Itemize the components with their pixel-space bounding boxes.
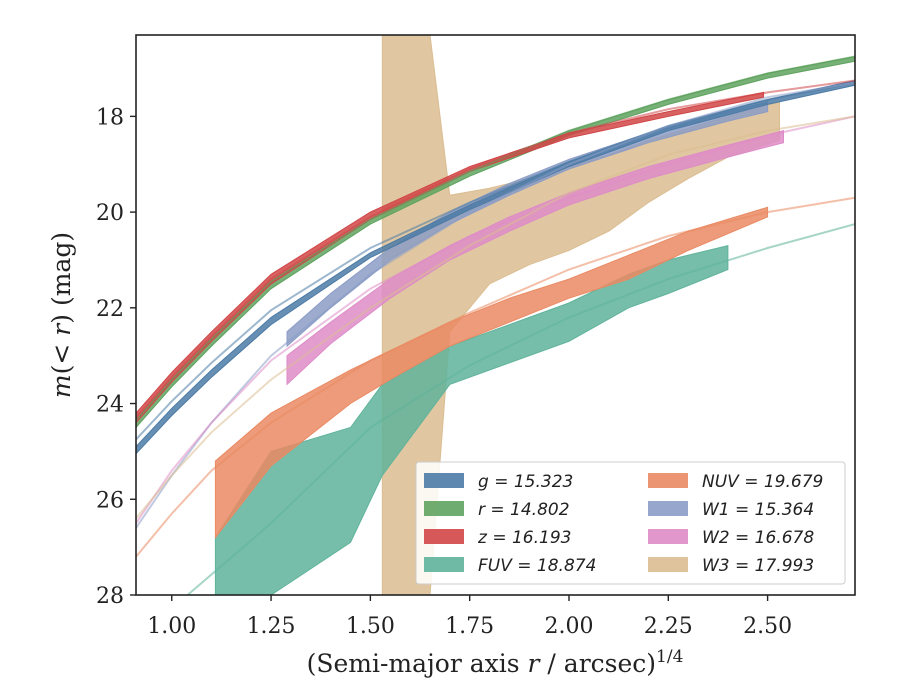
- legend-swatch-r: [424, 501, 464, 516]
- model-curve-g: [136, 81, 855, 441]
- y-axis-label: m(< r) (mag): [47, 232, 76, 398]
- legend-swatch-z: [424, 529, 464, 544]
- y-tick-label: 26: [96, 488, 124, 513]
- x-tick-label: 2.25: [644, 614, 693, 639]
- legend-swatch-nuv: [648, 473, 688, 488]
- y-tick-label: 20: [96, 201, 124, 226]
- band-z: [136, 91, 765, 424]
- legend-swatch-fuv: [424, 557, 464, 572]
- x-tick-label: 1.75: [445, 614, 494, 639]
- legend-swatch-w3: [648, 557, 688, 572]
- legend-label-r: r = 14.802: [478, 500, 570, 520]
- plot-frame: [135, 34, 856, 596]
- legend-label-g: g = 15.323: [478, 472, 573, 492]
- model-curve-fuv: [186, 223, 855, 595]
- legend-label-w3: W3 = 17.993: [702, 556, 814, 576]
- legend-swatch-g: [424, 473, 464, 488]
- legend-label-z: z = 16.193: [477, 528, 571, 548]
- model-curve-nuv: [136, 196, 855, 558]
- y-tick-label: 28: [96, 584, 124, 609]
- legend-label-fuv: FUV = 18.874: [478, 556, 596, 576]
- legend-swatch-w1: [648, 501, 688, 516]
- x-tick-label: 1.25: [247, 614, 296, 639]
- model-curve-r: [136, 55, 855, 421]
- band-g: [136, 79, 855, 455]
- legend: g = 15.323 r = 14.802 z = 16.193 FUV = 18.8…: [415, 461, 846, 585]
- x-tick-label: 1.50: [346, 614, 395, 639]
- x-axis-ticks: 1.00 1.25 1.50 1.75 2.00 2.25 2.50: [147, 595, 792, 639]
- legend-label-nuv: NUV = 19.679: [702, 472, 823, 492]
- y-tick-label: 22: [96, 297, 124, 322]
- x-tick-label: 2.00: [544, 614, 593, 639]
- legend-frame: [415, 461, 846, 585]
- y-axis-ticks: 18 20 22 24 26 28: [96, 105, 136, 609]
- model-curve-w3: [136, 115, 855, 520]
- x-tick-label: 1.00: [147, 614, 196, 639]
- legend-label-w1: W1 = 15.364: [702, 500, 814, 520]
- legend-label-w2: W2 = 16.678: [702, 528, 814, 548]
- y-tick-label: 24: [96, 393, 124, 418]
- y-tick-label: 18: [96, 105, 124, 130]
- model-curve-z: [136, 79, 855, 419]
- model-curve-w2: [136, 115, 855, 524]
- legend-swatch-w2: [648, 529, 688, 544]
- x-axis-label: (Semi-major axis r / arcsec)1/4: [307, 647, 684, 678]
- model-curves: [136, 55, 855, 595]
- model-curve-w1: [136, 81, 855, 529]
- x-tick-label: 2.50: [743, 614, 792, 639]
